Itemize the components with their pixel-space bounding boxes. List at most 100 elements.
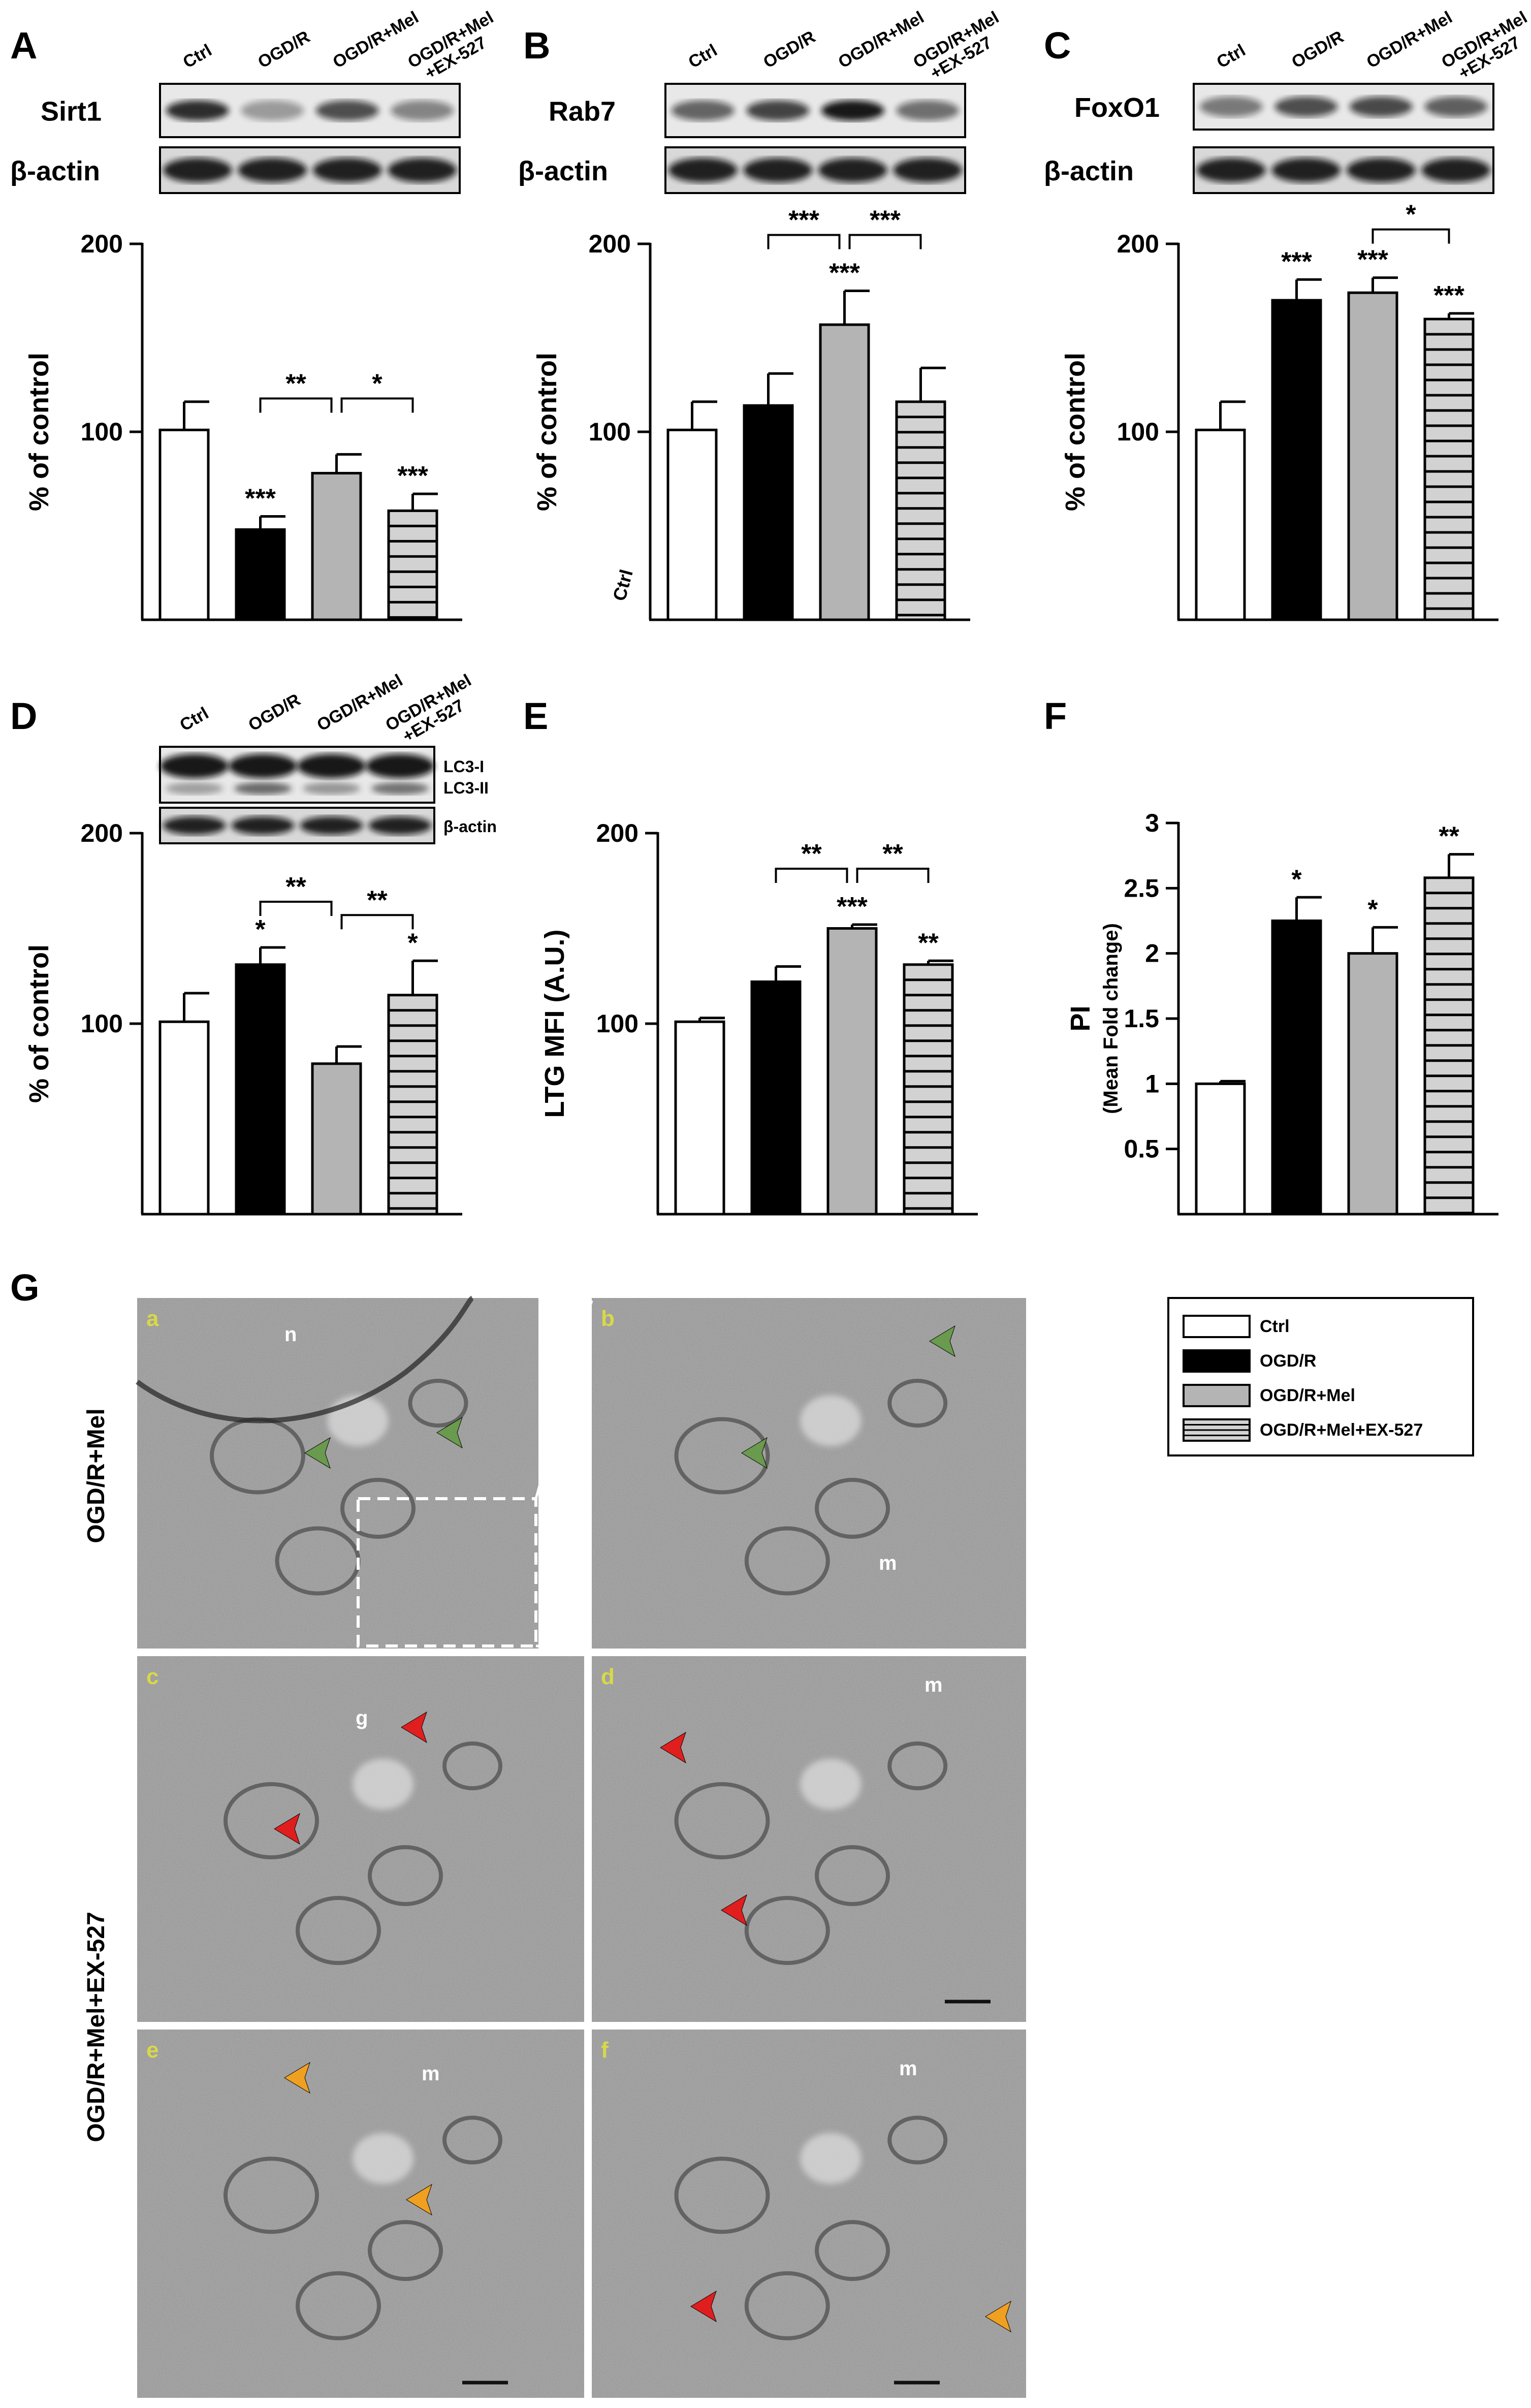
panel-letter-f: F [1044,695,1067,737]
em-micrograph-a: an [137,1298,538,1649]
bar-ogd-r-mel [826,927,878,1216]
green-arrowhead [436,1416,463,1449]
organelle-outline [887,1741,948,1790]
significance-mark: * [1291,865,1302,894]
lane-label: Ctrl [180,41,215,72]
significance-bracket [259,901,333,916]
bar-hatching [389,524,437,619]
lane-label-line: OGD/R [245,690,304,735]
bar-ogd-r-mel-ex-527 [895,400,946,621]
bar-ogd-r [235,963,286,1216]
blot-band [821,100,884,121]
organelle-outline [815,1478,890,1539]
organelle-outline [224,1782,319,1859]
orange-arrowhead [406,2183,432,2216]
organelle-outline [442,1741,502,1790]
y-tick-label: 200 [81,230,123,258]
panel-letter-e: E [523,695,548,737]
band-label-lc3-i: LC3-I [443,757,484,776]
bracket-label: ** [801,839,822,869]
lane-label: OGD/R [760,27,819,72]
western-blot-D: Ctrl OGD/R OGD/R+MelOGD/R+Mel+EX-527LC3-IL… [159,671,497,844]
blot-band [1349,97,1413,117]
legend-label: OGD/R+Mel [1260,1386,1355,1405]
em-micrograph-e: em [137,2030,584,2398]
lane-label: Ctrl [685,41,721,72]
bracket-label: *** [788,206,819,235]
legend-swatch [1183,1315,1251,1338]
y-tick-label: 100 [589,418,631,446]
lane-label: OGD/R [254,27,313,72]
tile-letter: d [601,1664,615,1689]
band-label-target: FoxO1 [1074,92,1160,123]
blot-band [165,782,224,795]
blot-band [391,100,454,121]
organelle-label: n [284,1323,297,1346]
y-tick-label: 100 [1117,418,1159,446]
bar-ogd-r [235,528,286,621]
organelle-outline [296,1896,381,1965]
bar-hatching [1425,333,1473,610]
blot-band [1271,158,1341,182]
bar-ctrl [158,1020,210,1216]
blot-band [312,158,382,182]
band-label-target: Sirt1 [41,97,102,127]
inset-box [357,1497,537,1647]
organelle-outline [674,1417,770,1495]
bar-hatching [1425,892,1473,1215]
bar-ogd-r [1271,920,1322,1216]
em-texture [592,2030,1026,2398]
blot-band [818,158,887,182]
significance-bracket [340,914,414,930]
panel-letter-a: A [10,24,37,67]
significance-mark: ** [1439,822,1459,851]
band-label-target: Rab7 [549,97,616,127]
blot-band [1346,158,1416,182]
organelle-outline [744,1896,830,1965]
em-texture [137,1298,538,1649]
blot-band [160,754,229,778]
legend-label: Ctrl [1260,1317,1290,1336]
lane-label: OGD/R+Mel+EX-527 [910,8,1011,88]
legend-label: OGD/R+Mel+EX-527 [1260,1420,1423,1440]
tile-letter: f [601,2038,609,2063]
significance-bracket [1371,228,1450,244]
significance-mark: *** [397,461,428,491]
y-tick-label: 100 [81,1009,123,1038]
organelle-label: g [356,1707,368,1729]
band-label-loading: β-actin [518,156,608,186]
tile-letter: e [146,2038,158,2063]
bracket-label: *** [870,206,901,235]
lane-label-line: OGD/R [254,27,313,72]
green-arrowhead [929,1325,955,1357]
organelle-outline [368,1845,443,1906]
lane-label-line: OGD/R [760,27,819,72]
significance-bracket [767,234,841,249]
blot-band [371,782,429,795]
blot-band [1274,97,1338,117]
bar-hatching [897,416,945,617]
blot-band [315,100,379,121]
blot-band [241,100,304,121]
em-texture [137,1656,584,2022]
organelle-outline [887,2115,948,2165]
y-tick-label: 200 [1117,230,1159,258]
legend-swatch [1183,1349,1251,1373]
red-arrowhead [690,2290,717,2323]
significance-bracket [259,397,333,413]
organelle-outline [744,1526,830,1596]
bracket-label: ** [367,885,388,915]
blot-band [671,100,735,121]
bar-ogd-r [743,404,794,621]
y-tick-label: 200 [596,819,639,847]
nucleus-envelope [136,1295,474,1423]
bar-ctrl [158,428,210,621]
orange-arrowhead [985,2300,1011,2333]
em-texture [137,2030,584,2398]
panel-letter-g: G [10,1266,40,1309]
red-arrowhead [401,1711,427,1744]
organelle-outline [296,2271,381,2340]
